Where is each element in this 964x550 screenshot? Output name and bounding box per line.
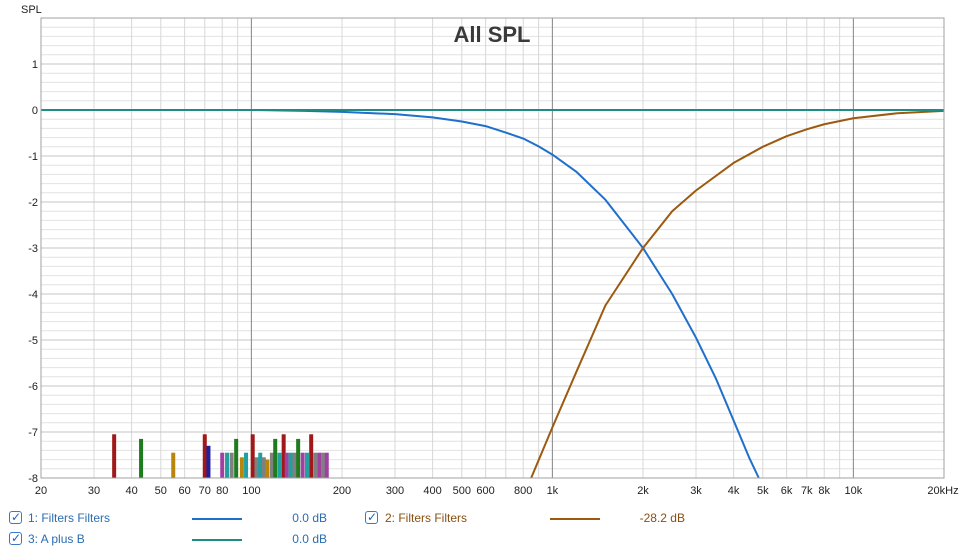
y-tick-label: 1 [32,59,38,71]
x-tick-label: 500 [453,485,471,497]
x-tick-label: 800 [514,485,532,497]
y-tick-label: -8 [28,473,38,485]
x-tick-label: 20kHz [927,485,958,497]
x-tick-label: 200 [333,485,351,497]
x-tick-label: 300 [386,485,404,497]
marker-bar [277,452,282,478]
x-tick-label: 600 [476,485,494,497]
x-tick-label: 2k [637,485,649,497]
series-line-1 [41,109,760,479]
series-group [41,109,945,479]
marker-bar [261,457,266,478]
y-tick-label: -1 [28,151,38,163]
spl-chart: 1 0 -1 -2 -3 -4 -5 -6 -7 -820 30 40 50 60 70 80 100 200 30… [21,4,959,497]
marker-bar [229,452,234,478]
legend-item-3[interactable]: ✓ 3: A plus B 0.0 dB [0,529,340,549]
legend-label-3: 3: A plus B [28,532,85,546]
legend-checkbox-1[interactable]: ✓ [9,510,22,524]
marker-bar [313,452,318,478]
marker-bar [292,452,297,478]
check-icon: ✓ [367,510,378,524]
legend-swatch-1 [192,518,242,520]
y-axis-label: SPL [21,4,42,16]
legend-value-3: 0.0 dB [292,532,327,546]
legend-label-2: 2: Filters Filters [385,511,468,525]
x-tick-label: 5k [757,485,769,497]
legend-swatch-3 [192,539,242,541]
y-tick-label: -6 [28,381,38,393]
x-tick-label: 6k [781,485,793,497]
marker-bar [284,452,289,478]
marker-bar [239,457,244,478]
marker-bar [244,452,249,478]
check-icon: ✓ [11,510,22,524]
x-tick-label: 4k [728,485,740,497]
marker-bar [288,452,293,478]
series-line-2 [530,109,945,479]
marker-bar [317,452,322,478]
marker-bar [234,438,239,478]
x-tick-label: 70 [199,485,211,497]
legend-label-1: 1: Filters Filters [28,511,111,525]
x-tick-label: 30 [88,485,100,497]
y-tick-label: -5 [28,335,38,347]
x-tick-label: 50 [155,485,167,497]
chart-title: All SPL [453,22,530,47]
x-tick-label: 100 [242,485,260,497]
y-tick-label: -3 [28,243,38,255]
marker-bar [112,434,117,478]
legend-swatch-2 [550,518,600,520]
legend-checkbox-3[interactable]: ✓ [9,531,22,545]
y-tick-label: -4 [28,289,38,301]
legend-item-1[interactable]: ✓ 1: Filters Filters 0.0 dB [0,508,340,528]
x-tick-label: 10k [845,485,863,497]
marker-bar [296,438,301,478]
x-tick-label: 8k [818,485,830,497]
marker-bar [269,452,274,478]
marker-bar [324,452,329,478]
legend-value-1: 0.0 dB [292,511,327,525]
marker-bar [265,459,270,478]
x-tick-label: 80 [216,485,228,497]
x-tick-label: 7k [801,485,813,497]
marker-bar [309,434,314,478]
y-tick-label: -7 [28,427,38,439]
legend-value-2: -28.2 dB [639,511,685,525]
plot-border [40,17,945,479]
legend-checkbox-2[interactable]: ✓ [365,510,378,524]
marker-bar [206,445,211,478]
marker-bar [202,434,207,478]
x-tick-label: 20 [35,485,47,497]
check-icon: ✓ [11,531,22,545]
y-tick-label: 0 [32,105,38,117]
marker-bar [273,438,278,478]
marker-bar [250,434,255,478]
marker-bar [321,452,326,478]
axes: 1 0 -1 -2 -3 -4 -5 -6 -7 -820 30 40 50 60 70 80 100 200 30… [28,17,959,497]
marker-bar [220,452,225,478]
marker-bar [225,452,230,478]
marker-bar [258,452,263,478]
marker-bar [171,452,176,478]
marker-bar [281,434,286,478]
marker-bar [304,452,309,478]
marker-bar [254,457,259,478]
x-tick-label: 60 [178,485,190,497]
x-tick-label: 3k [690,485,702,497]
legend-item-2[interactable]: ✓ 2: Filters Filters -28.2 dB [356,508,696,528]
marker-group [112,434,329,478]
marker-bar [300,452,305,478]
y-tick-label: -2 [28,197,38,209]
x-tick-label: 40 [125,485,137,497]
marker-bar [139,438,144,478]
x-tick-label: 400 [423,485,441,497]
x-tick-label: 1k [547,485,559,497]
